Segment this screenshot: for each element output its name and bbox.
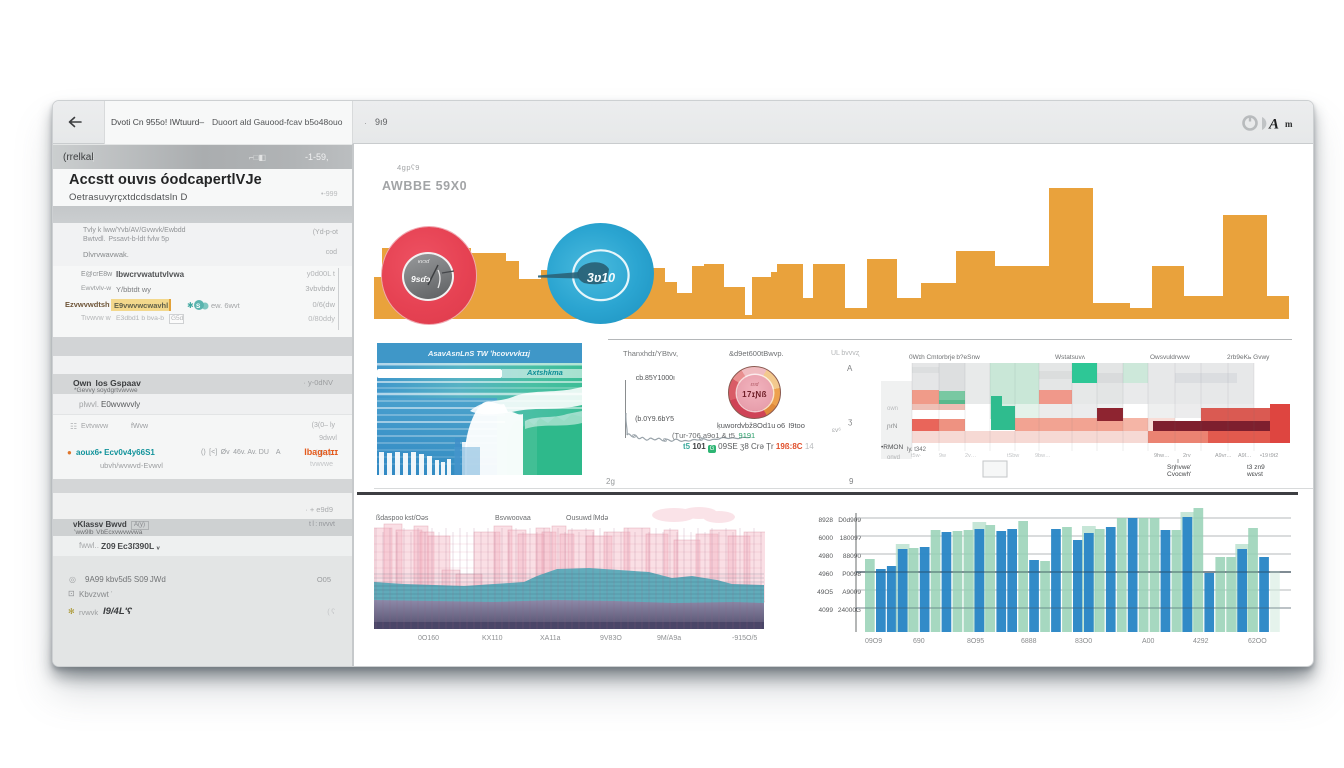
svg-text:A00: A00	[1142, 638, 1155, 645]
svg-text:9w: 9w	[939, 453, 946, 459]
svg-text:P0098: P0098	[842, 571, 861, 578]
svg-text:AsavAsnLnS TW ʹhcovvvkɪɪj: AsavAsnLnS TW ʹhcovvvkɪɪj	[427, 349, 531, 358]
svg-text:D0d909: D0d909	[838, 517, 861, 524]
svg-text:9V83O: 9V83O	[600, 635, 622, 642]
svg-text:4980: 4980	[819, 553, 834, 560]
svg-text:8928: 8928	[819, 517, 834, 524]
svg-text:Cvocwhʹ: Cvocwhʹ	[1167, 470, 1191, 478]
svg-text:wɛvst: wɛvst	[1246, 471, 1263, 478]
svg-text:Sŋhvweʹ: Sŋhvweʹ	[1167, 463, 1191, 471]
svg-text:ßdaspoo kst/Oəs: ßdaspoo kst/Oəs	[376, 515, 429, 522]
svg-text:2rv: 2rv	[1183, 453, 1191, 459]
svg-text:KX110: KX110	[482, 635, 503, 642]
svg-text:onvd: onvd	[887, 455, 900, 461]
svg-text:0Wɪh Cmtorbrje b?eSnw: 0Wɪh Cmtorbrje b?eSnw	[909, 354, 980, 361]
svg-text:m: m	[1285, 119, 1293, 129]
svg-text:A: A	[1268, 117, 1279, 133]
svg-text:A9vr…: A9vr…	[1215, 453, 1232, 459]
svg-text:•RMON: •RMON	[881, 444, 903, 451]
svg-text:9M/A9a: 9M/A9a	[657, 635, 681, 642]
svg-text:690: 690	[913, 638, 925, 645]
svg-text:0O160: 0O160	[418, 635, 439, 642]
svg-text:Bsvwoovaa: Bsvwoovaa	[495, 515, 531, 522]
svg-text:✱: ✱	[187, 301, 194, 310]
svg-text:S: S	[196, 303, 201, 310]
svg-text:9bw…: 9bw…	[1035, 453, 1051, 459]
svg-text:•19 t9t2: •19 t9t2	[1260, 453, 1278, 459]
svg-text:4960: 4960	[819, 571, 834, 578]
svg-text:Axtshkma: Axtshkma	[526, 368, 563, 377]
svg-text:t5w·: t5w·	[911, 453, 922, 459]
svg-text:2rb9eKь Gvwy: 2rb9eKь Gvwy	[1227, 354, 1270, 361]
svg-text:4099: 4099	[819, 607, 834, 614]
svg-text:09O9: 09O9	[865, 638, 882, 645]
svg-text:62OO: 62OO	[1248, 638, 1267, 645]
svg-text:Owsvuldrwvw: Owsvuldrwvw	[1150, 354, 1190, 361]
svg-text:tSbw: tSbw	[1007, 453, 1019, 459]
svg-text:‑915O/5: ‑915O/5	[732, 635, 757, 642]
svg-text:83O0: 83O0	[1075, 638, 1092, 645]
svg-text:6888: 6888	[1021, 638, 1037, 645]
svg-text:18009ʔ: 18009ʔ	[840, 535, 861, 542]
svg-text:own: own	[887, 406, 898, 412]
svg-text:9hw…: 9hw…	[1154, 453, 1170, 459]
svg-text:3ʋ10: 3ʋ10	[587, 271, 615, 285]
svg-text:A9ſ…: A9ſ…	[1238, 453, 1251, 459]
svg-text:2v…: 2v…	[965, 453, 976, 459]
svg-text:8O95: 8O95	[967, 638, 984, 645]
svg-text:24000G: 24000G	[838, 607, 861, 614]
svg-text:XA11a: XA11a	[540, 635, 561, 642]
svg-text:49O5: 49O5	[817, 589, 833, 596]
svg-text:A9009: A9009	[842, 589, 861, 596]
svg-text:6000: 6000	[819, 535, 834, 542]
svg-text:Ousuwd ſMdə: Ousuwd ſMdə	[566, 515, 608, 522]
svg-text:88090: 88090	[843, 553, 861, 560]
svg-text:ly. t342: ly. t342	[907, 447, 927, 453]
svg-text:ɲrN: ɲrN	[886, 423, 898, 430]
svg-text:t3 zn9: t3 zn9	[1247, 464, 1265, 471]
svg-text:9sɗɔ: 9sɗɔ	[411, 274, 431, 284]
svg-text:Wstatsuvʌ: Wstatsuvʌ	[1055, 354, 1086, 361]
svg-text:4292: 4292	[1193, 638, 1209, 645]
svg-text:кvɔɗ: кvɔɗ	[418, 259, 430, 265]
